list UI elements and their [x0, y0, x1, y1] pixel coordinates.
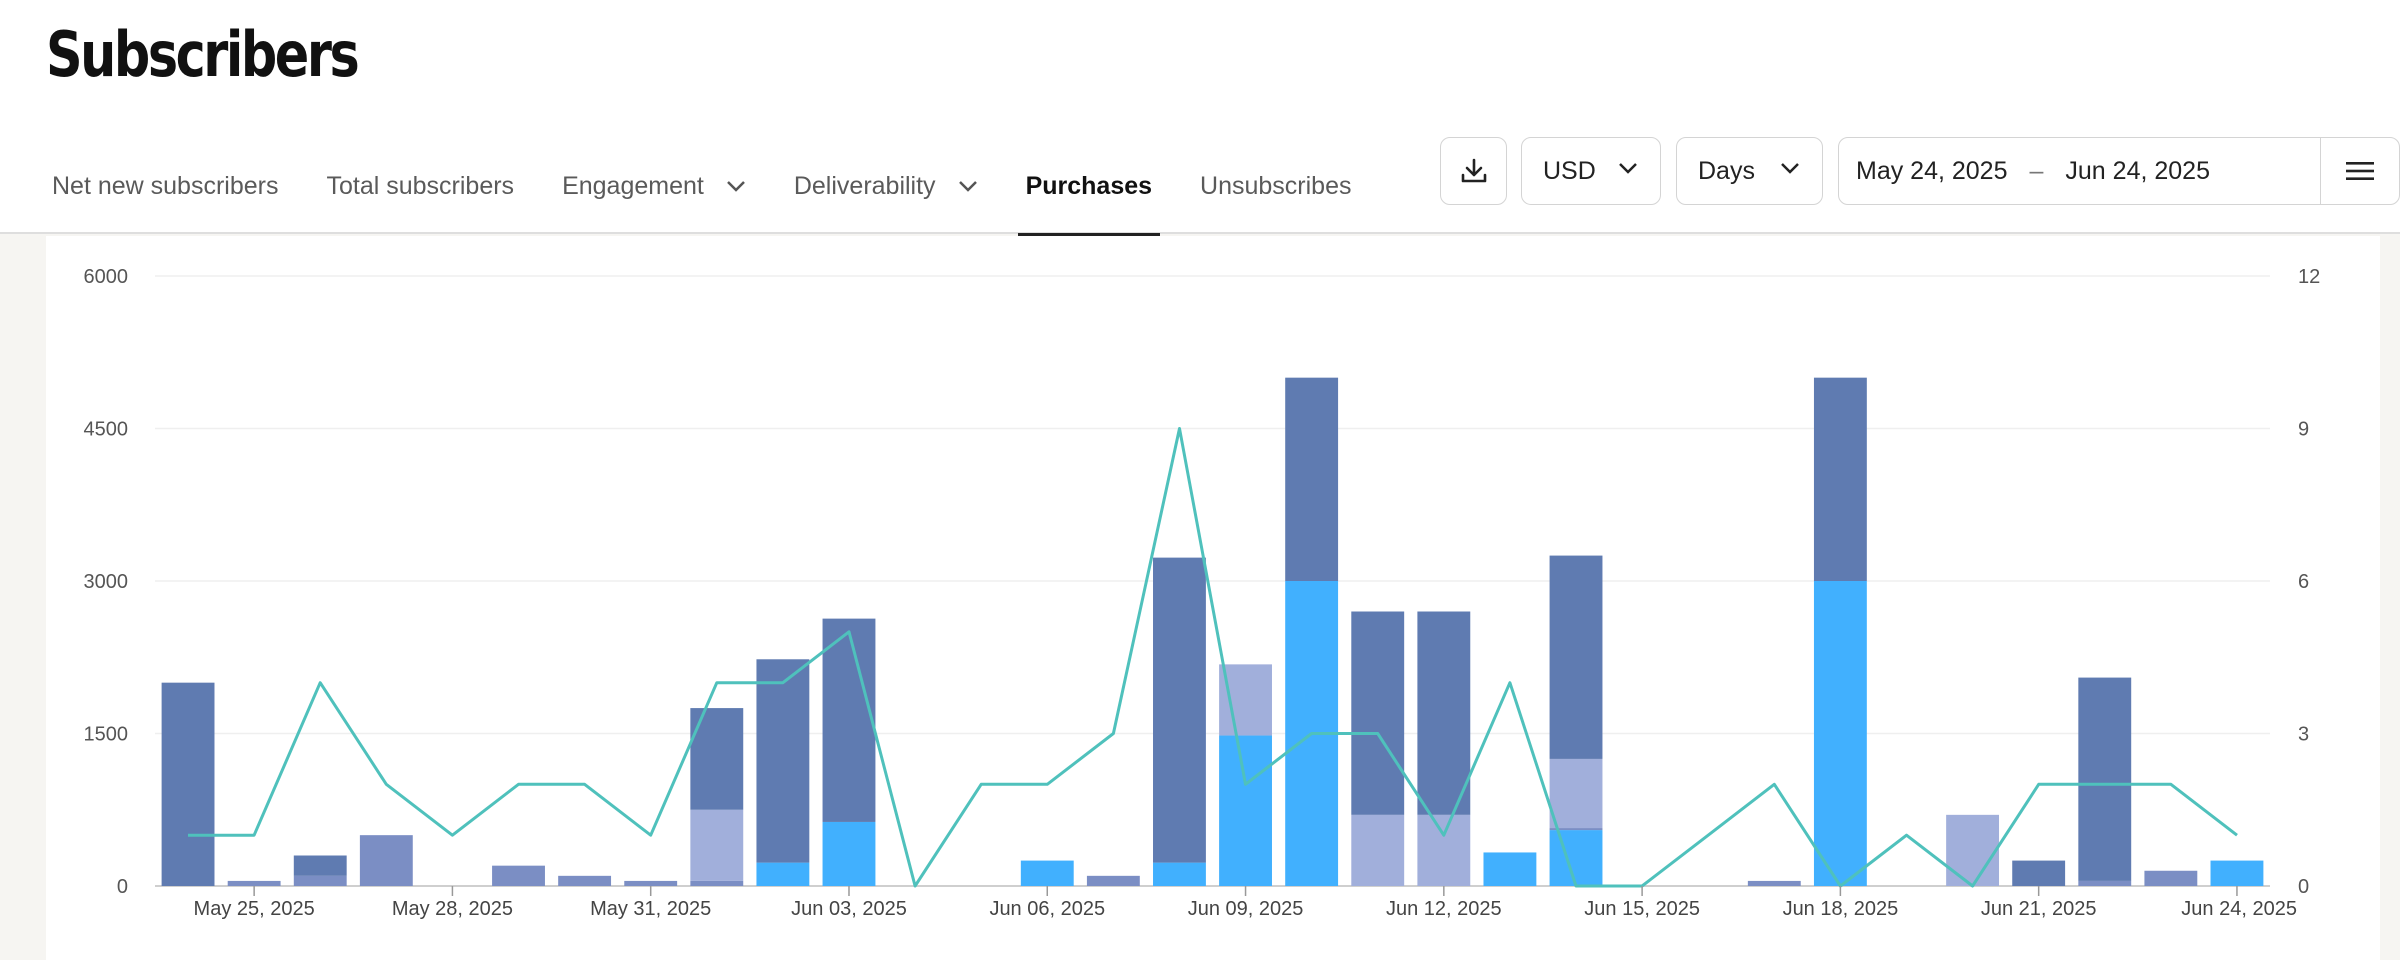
download-button[interactable] — [1440, 137, 1507, 205]
bar-segment — [756, 659, 810, 863]
download-icon — [1461, 158, 1486, 183]
bar-segment — [492, 865, 545, 886]
tab-net-new-subscribers[interactable]: Net new subscribers — [28, 138, 302, 234]
report-tabs: Net new subscribers Total subscribers En… — [28, 138, 1375, 236]
tab-label: Net new subscribers — [52, 171, 279, 200]
bar-segment — [822, 821, 876, 886]
y-left-tick-label: 0 — [117, 876, 128, 898]
bar-segment — [1285, 377, 1339, 581]
chevron-down-icon — [958, 181, 977, 192]
bar-segment — [1219, 735, 1272, 886]
date-separator: – — [2029, 156, 2044, 185]
x-tick-label: Jun 15, 2025 — [1584, 898, 1700, 920]
chart-card: 0 1500 3000 4500 6000 0 3 6 9 12 May 25, 2025 May… — [46, 236, 2380, 960]
bar-segment — [293, 875, 347, 886]
y-left-tick-label: 3000 — [84, 571, 129, 593]
bar-segment — [690, 809, 744, 881]
bar-segment — [161, 682, 215, 886]
currency-value: USD — [1543, 156, 1596, 185]
bar-segment — [359, 835, 413, 886]
tab-total-subscribers[interactable]: Total subscribers — [302, 138, 538, 234]
purchases-chart: 0 1500 3000 4500 6000 0 3 6 9 12 May 25, 2025 May… — [84, 266, 2321, 920]
y-left-tick-label: 4500 — [84, 419, 129, 441]
bar-segment — [822, 618, 876, 822]
bar-segment — [624, 880, 678, 886]
bar-segment — [1549, 828, 1603, 831]
x-tick-label: Jun 18, 2025 — [1783, 898, 1899, 920]
tab-label: Deliverability — [793, 171, 936, 200]
date-range-picker[interactable]: May 24, 2025 – Jun 24, 2025 — [1838, 137, 2322, 205]
bar-segment — [1417, 611, 1471, 815]
tab-label: Purchases — [1025, 171, 1153, 200]
bar-segment — [2078, 677, 2132, 881]
tab-label: Engagement — [562, 171, 704, 200]
bar-segment — [1351, 814, 1405, 886]
date-start: May 24, 2025 — [1856, 156, 2008, 185]
period-value: Days — [1698, 156, 1755, 185]
bar-segment — [558, 875, 612, 886]
hamburger-menu-icon — [2346, 162, 2374, 180]
currency-select[interactable]: USD — [1521, 137, 1661, 205]
page-header: Subscribers Net new subscribers Total su… — [0, 0, 2400, 236]
bar-segment — [1549, 758, 1603, 829]
y-left-tick-label: 6000 — [84, 266, 129, 288]
date-end: Jun 24, 2025 — [2065, 156, 2210, 185]
x-tick-label: May 25, 2025 — [194, 898, 315, 920]
bar-segment — [2012, 860, 2066, 886]
bar-segment — [1153, 862, 1206, 886]
bar-segment — [1020, 860, 1074, 886]
bar-segment — [227, 880, 281, 886]
y-right-tick-label: 6 — [2298, 571, 2309, 593]
y-right-tick-label: 0 — [2298, 876, 2309, 898]
bar-segment — [1153, 557, 1206, 863]
page-title: Subscribers — [46, 18, 360, 91]
bar-segment — [756, 862, 810, 886]
bar-segment — [1747, 880, 1801, 886]
tab-purchases[interactable]: Purchases — [1002, 138, 1176, 236]
tab-label: Unsubscribes — [1200, 171, 1352, 200]
bar-segment — [1549, 830, 1603, 886]
chevron-down-icon — [1619, 163, 1637, 174]
tab-label: Total subscribers — [326, 171, 515, 200]
bar-segment — [1946, 814, 2000, 886]
y-left-tick-label: 1500 — [84, 724, 129, 746]
y-right-tick-label: 3 — [2298, 724, 2309, 746]
x-tick-label: Jun 06, 2025 — [989, 898, 1105, 920]
bar-segment — [1219, 664, 1272, 736]
x-tick-label: Jun 12, 2025 — [1386, 898, 1502, 920]
bar-segment — [1549, 555, 1603, 759]
bar-segment — [1813, 377, 1867, 581]
y-right-tick-label: 12 — [2298, 266, 2320, 288]
bar-segment — [2210, 860, 2264, 886]
x-tick-label: Jun 24, 2025 — [2181, 898, 2297, 920]
x-tick-label: Jun 21, 2025 — [1981, 898, 2097, 920]
bar-segment — [690, 880, 744, 886]
tab-engagement[interactable]: Engagement — [538, 138, 770, 234]
tab-deliverability[interactable]: Deliverability — [770, 138, 1002, 234]
chart-menu-button[interactable] — [2320, 137, 2400, 205]
x-tick-label: May 31, 2025 — [590, 898, 711, 920]
bar-segment — [1417, 814, 1471, 886]
bar-segment — [2078, 880, 2132, 886]
x-tick-label: Jun 09, 2025 — [1188, 898, 1304, 920]
x-tick-label: Jun 03, 2025 — [791, 898, 907, 920]
bar-segment — [293, 855, 347, 876]
bar-segment — [1483, 852, 1537, 886]
chevron-down-icon — [1781, 163, 1799, 174]
x-tick-label: May 28, 2025 — [392, 898, 513, 920]
y-right-tick-label: 9 — [2298, 419, 2309, 441]
bar-segment — [2144, 870, 2198, 886]
bar-segment — [1351, 611, 1405, 815]
tab-unsubscribes[interactable]: Unsubscribes — [1176, 138, 1375, 234]
period-select[interactable]: Days — [1676, 137, 1823, 205]
chevron-down-icon — [726, 181, 745, 192]
bar-segment — [1813, 581, 1867, 886]
purchases-count-line — [188, 427, 2238, 888]
bar-segment — [1086, 875, 1140, 886]
